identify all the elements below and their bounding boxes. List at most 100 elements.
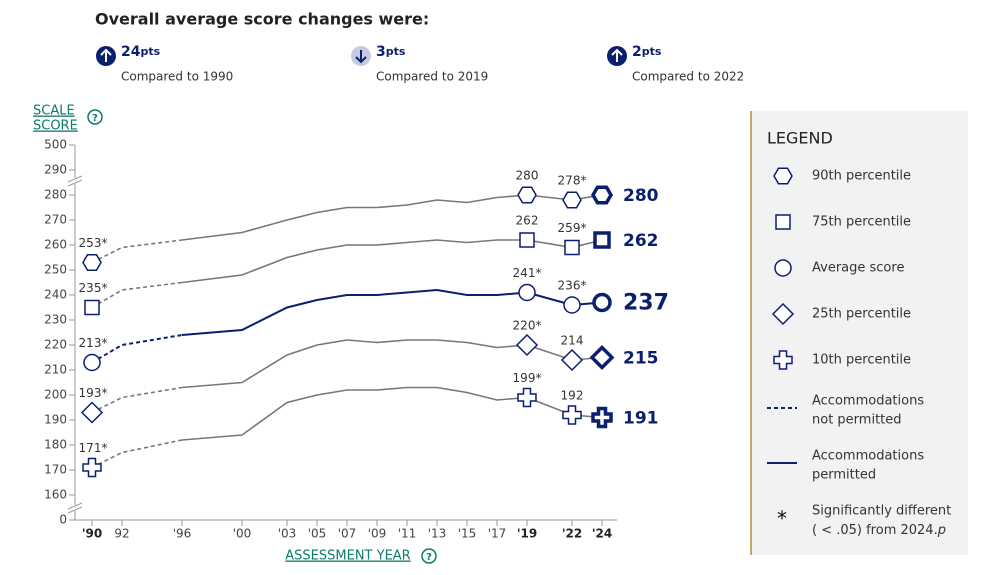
x-tick-label: '96 bbox=[173, 527, 192, 541]
line bbox=[181, 239, 527, 284]
legend-title: LEGEND bbox=[767, 129, 833, 148]
marker bbox=[80, 401, 104, 424]
data-label: 214 bbox=[561, 334, 584, 348]
data-label: 213* bbox=[79, 336, 108, 350]
marker bbox=[590, 185, 614, 205]
change-arrow bbox=[611, 48, 623, 62]
change-arrow bbox=[355, 50, 367, 64]
y-tick-label: 170 bbox=[44, 463, 67, 477]
change-value: 24pts bbox=[121, 44, 161, 60]
x-tick-label: '11 bbox=[398, 527, 417, 541]
data-label: 253* bbox=[79, 236, 108, 250]
legend-label: Significantly different bbox=[812, 504, 951, 519]
change-unit: pts bbox=[642, 45, 662, 58]
x-tick-label: '90 bbox=[82, 527, 102, 541]
axis-break-gap bbox=[69, 505, 81, 511]
legend-marker bbox=[773, 167, 793, 185]
x-tick-label: 92 bbox=[114, 527, 129, 541]
legend-label: not permitted bbox=[812, 413, 902, 428]
legend-marker bbox=[774, 259, 792, 277]
legend-italic: p bbox=[937, 523, 946, 538]
change-value: 3pts bbox=[376, 44, 406, 60]
marker bbox=[518, 283, 536, 302]
change-compared: Compared to 2022 bbox=[632, 70, 744, 84]
marker bbox=[562, 191, 582, 209]
x-tick-label: '00 bbox=[233, 527, 252, 541]
change-arrow bbox=[100, 48, 112, 62]
x-tick-label: '22 bbox=[562, 527, 582, 541]
x-tick-label: '09 bbox=[368, 527, 387, 541]
legend-label: ( < .05) from 2024.p bbox=[812, 523, 946, 538]
legend-label: Accommodations bbox=[812, 449, 924, 464]
line bbox=[181, 194, 528, 241]
x-tick-label: '19 bbox=[517, 527, 537, 541]
change-number: 24 bbox=[121, 44, 141, 60]
legend-marker bbox=[773, 350, 793, 370]
y-tick-label: 240 bbox=[44, 288, 67, 302]
y-tick-label: 290 bbox=[44, 163, 67, 177]
data-label: 236* bbox=[558, 279, 587, 293]
x-tick-label: '15 bbox=[458, 527, 477, 541]
y-axis-label: SCORE bbox=[33, 119, 78, 134]
line bbox=[181, 386, 528, 441]
legend-box bbox=[750, 111, 968, 555]
line bbox=[181, 339, 528, 389]
data-label: 220* bbox=[513, 319, 542, 333]
marker bbox=[519, 232, 535, 248]
end-label: 280 bbox=[623, 186, 659, 206]
data-label: 171* bbox=[79, 441, 108, 455]
change-number: 3 bbox=[376, 44, 386, 60]
change-unit: pts bbox=[386, 45, 406, 58]
legend-label: Average score bbox=[812, 261, 904, 276]
x-tick-label: '03 bbox=[278, 527, 297, 541]
data-label: 259* bbox=[558, 221, 587, 235]
help-icon-text: ? bbox=[426, 552, 432, 563]
y-tick-label: 180 bbox=[44, 438, 67, 452]
x-tick-label: '24 bbox=[592, 527, 612, 541]
legend-marker bbox=[775, 214, 791, 230]
marker bbox=[517, 387, 537, 408]
marker bbox=[82, 253, 102, 272]
y-tick-label: 190 bbox=[44, 413, 67, 427]
help-icon-text: ? bbox=[92, 113, 98, 124]
marker bbox=[591, 406, 613, 429]
x-tick-label: '07 bbox=[338, 527, 357, 541]
y-tick-label: 220 bbox=[44, 338, 67, 352]
line-dashed bbox=[91, 239, 183, 264]
line bbox=[181, 288, 528, 336]
marker bbox=[515, 333, 539, 357]
data-label: 262 bbox=[516, 214, 539, 228]
help-icon[interactable] bbox=[421, 548, 437, 564]
marker bbox=[592, 292, 612, 313]
y-tick-label: 250 bbox=[44, 263, 67, 277]
y-axis-label: SCALE bbox=[33, 104, 75, 119]
x-tick-label: '17 bbox=[488, 527, 507, 541]
legend-label: permitted bbox=[812, 468, 876, 483]
y-tick-label: 500 bbox=[44, 138, 67, 152]
end-label: 215 bbox=[623, 349, 659, 369]
y-tick-label: 270 bbox=[44, 213, 67, 227]
legend-star: * bbox=[777, 507, 787, 531]
data-label: 241* bbox=[513, 266, 542, 280]
change-compared: Compared to 1990 bbox=[121, 70, 233, 84]
data-label: 192 bbox=[561, 389, 584, 403]
marker bbox=[563, 296, 581, 314]
legend-label: 90th percentile bbox=[812, 169, 911, 184]
data-label: 280 bbox=[516, 169, 539, 183]
x-axis-label: ASSESSMENT YEAR bbox=[285, 549, 410, 564]
end-label: 262 bbox=[623, 231, 659, 251]
axis-break bbox=[67, 502, 83, 514]
marker bbox=[564, 239, 580, 256]
data-label: 193* bbox=[79, 386, 108, 400]
change-unit: pts bbox=[140, 45, 160, 58]
marker bbox=[83, 353, 101, 372]
help-icon[interactable] bbox=[87, 109, 103, 125]
change-value: 2pts bbox=[632, 44, 662, 60]
change-number: 2 bbox=[632, 44, 642, 60]
data-label: 278* bbox=[558, 174, 587, 188]
marker bbox=[562, 405, 582, 425]
marker bbox=[560, 348, 584, 372]
data-label: 235* bbox=[79, 281, 108, 295]
y-tick-label: 280 bbox=[44, 188, 67, 202]
